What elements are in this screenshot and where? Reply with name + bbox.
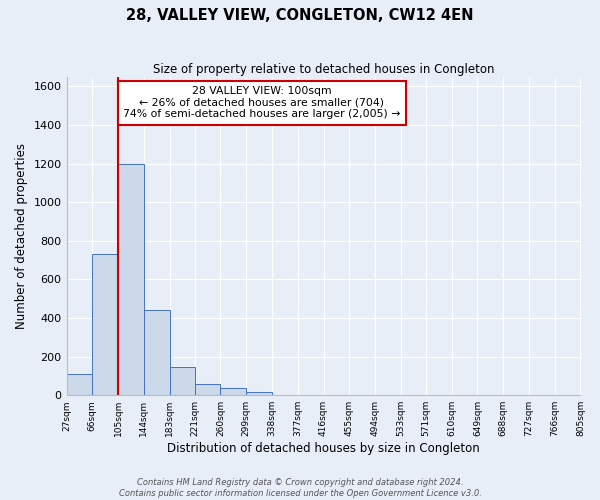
Bar <box>144 310 170 395</box>
Text: Contains HM Land Registry data © Crown copyright and database right 2024.
Contai: Contains HM Land Registry data © Crown c… <box>119 478 481 498</box>
Bar <box>92 254 118 395</box>
Bar <box>170 367 196 395</box>
X-axis label: Distribution of detached houses by size in Congleton: Distribution of detached houses by size … <box>167 442 480 455</box>
Text: 28 VALLEY VIEW: 100sqm
← 26% of detached houses are smaller (704)
74% of semi-de: 28 VALLEY VIEW: 100sqm ← 26% of detached… <box>123 86 401 120</box>
Title: Size of property relative to detached houses in Congleton: Size of property relative to detached ho… <box>153 62 494 76</box>
Y-axis label: Number of detached properties: Number of detached properties <box>15 143 28 329</box>
Bar <box>118 164 144 395</box>
Text: 28, VALLEY VIEW, CONGLETON, CW12 4EN: 28, VALLEY VIEW, CONGLETON, CW12 4EN <box>126 8 474 22</box>
Bar <box>67 374 92 395</box>
Bar <box>220 388 246 395</box>
Bar <box>246 392 272 395</box>
Bar <box>195 384 220 395</box>
